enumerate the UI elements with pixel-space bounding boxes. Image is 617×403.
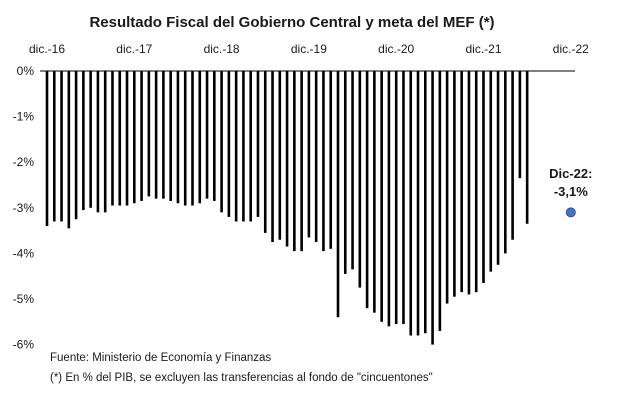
bar (525, 71, 529, 224)
y-tick-label: -3% (13, 201, 35, 215)
bar (394, 71, 398, 325)
bar (300, 71, 303, 252)
bar (111, 71, 114, 206)
bar (438, 71, 442, 331)
y-tick-label: -5% (13, 292, 35, 306)
source-note: Fuente: Ministerio de Economía y Finanza… (50, 352, 271, 364)
target-label-date: Dic-22: (549, 166, 592, 181)
bar (504, 71, 507, 254)
bar (336, 71, 340, 318)
x-tick-label: dic.-22 (553, 42, 589, 56)
y-tick-label: 0% (17, 64, 35, 78)
bar (234, 71, 238, 222)
bar (133, 71, 136, 204)
bar (162, 71, 165, 199)
bar (351, 71, 354, 270)
x-tick-label: dic.-17 (116, 42, 152, 56)
bar (183, 71, 187, 206)
x-tick-label: dic.-20 (378, 42, 414, 56)
bar (387, 71, 391, 327)
bar (445, 71, 449, 304)
bar (103, 71, 107, 213)
bar (213, 71, 216, 201)
bar (191, 71, 194, 206)
bar (271, 71, 274, 242)
bar (227, 71, 231, 217)
bar (256, 71, 260, 217)
bar (416, 71, 420, 336)
bar (278, 71, 282, 240)
bar (205, 71, 209, 199)
bar (147, 71, 151, 197)
x-tick-label: dic.-18 (204, 42, 240, 56)
bar (82, 71, 85, 211)
bar (89, 71, 92, 208)
bar (249, 71, 252, 222)
y-tick-label: -6% (13, 338, 35, 352)
bar (60, 71, 63, 222)
y-tick-label: -2% (13, 155, 35, 169)
bar (169, 71, 172, 201)
chart-title: Resultado Fiscal del Gobierno Central y … (89, 14, 494, 31)
bar (307, 71, 311, 238)
bar (125, 71, 129, 206)
bar (322, 71, 325, 252)
bar (489, 71, 493, 272)
bar (45, 71, 49, 227)
x-tick-label: dic.-19 (291, 42, 327, 56)
bar (220, 71, 223, 213)
bar (365, 71, 369, 309)
bar (474, 71, 478, 293)
bar (409, 71, 413, 336)
bar (380, 71, 383, 322)
x-tick-label: dic.-21 (465, 42, 501, 56)
bar (67, 71, 71, 229)
bar (293, 71, 296, 252)
bar (314, 71, 318, 242)
bar (263, 71, 267, 233)
bar (198, 71, 202, 204)
bar (496, 71, 500, 265)
y-tick-label: -4% (13, 246, 35, 260)
x-tick-label: dic.-16 (29, 42, 65, 56)
bar (467, 71, 471, 295)
bar (176, 71, 180, 204)
target-label-value: -3,1% (554, 184, 588, 199)
bar (52, 71, 56, 222)
bar (358, 71, 362, 288)
bar (118, 71, 122, 206)
bar (140, 71, 143, 201)
footnote: (*) En % del PIB, se excluyen las transf… (50, 372, 433, 384)
bar (154, 71, 158, 199)
bar (460, 71, 463, 293)
bar (424, 71, 427, 334)
bar (453, 71, 456, 297)
bar (373, 71, 376, 313)
bar (74, 71, 78, 220)
bar (96, 71, 100, 213)
bar (482, 71, 485, 284)
bar (343, 71, 347, 274)
bar (285, 71, 289, 247)
bar (511, 71, 514, 240)
target-point (565, 207, 576, 218)
bar (518, 71, 522, 179)
bar (402, 71, 405, 325)
bar (242, 71, 245, 222)
bar (431, 71, 434, 345)
y-tick-label: -1% (13, 110, 35, 124)
bar (329, 71, 333, 249)
